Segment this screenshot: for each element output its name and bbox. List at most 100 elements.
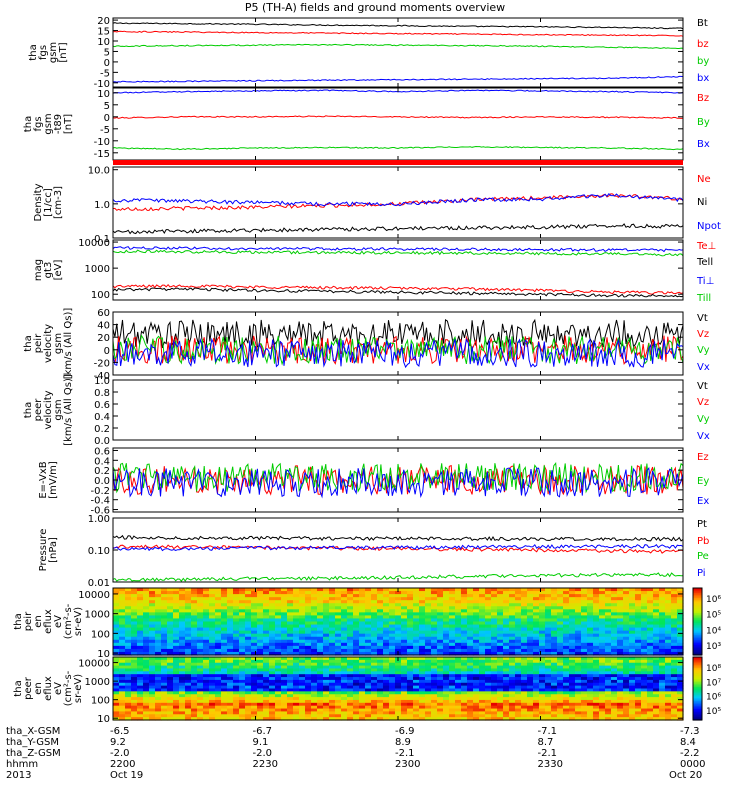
heatmap-cell bbox=[413, 694, 420, 698]
heatmap-cell bbox=[173, 699, 180, 704]
heatmap-cell bbox=[137, 708, 144, 713]
heatmap-cell bbox=[299, 633, 306, 638]
heatmap-cell bbox=[371, 702, 378, 707]
y-axis-label-line: tha bbox=[13, 613, 24, 629]
heatmap-cell bbox=[611, 702, 618, 707]
heatmap-cell bbox=[557, 600, 564, 604]
heatmap-cell bbox=[491, 677, 498, 681]
heatmap-cell bbox=[635, 645, 642, 650]
heatmap-cell bbox=[455, 648, 462, 653]
heatmap-cell bbox=[527, 594, 534, 598]
heatmap-cell bbox=[515, 609, 522, 613]
heatmap-cell bbox=[461, 702, 468, 707]
heatmap-cell bbox=[167, 668, 174, 672]
heatmap-cell bbox=[437, 618, 444, 623]
y-axis-label-line: tha bbox=[28, 44, 39, 60]
heatmap-cell bbox=[353, 671, 360, 675]
heatmap-cell bbox=[659, 705, 666, 710]
heatmap-cell bbox=[509, 711, 516, 715]
heatmap-cell bbox=[449, 711, 456, 715]
heatmap-cell bbox=[167, 594, 174, 598]
heatmap-cell bbox=[371, 597, 378, 601]
heatmap-cell bbox=[359, 600, 366, 604]
heatmap-cell bbox=[539, 597, 546, 601]
heatmap-cell bbox=[197, 694, 204, 698]
heatmap-cell bbox=[533, 705, 540, 710]
heatmap-cell bbox=[515, 702, 522, 707]
time-row-value: -7.1 bbox=[538, 726, 558, 737]
heatmap-cell bbox=[167, 618, 174, 623]
heatmap-cell bbox=[677, 668, 684, 672]
heatmap-cell bbox=[383, 606, 390, 610]
y-axis-label-line: gsm bbox=[53, 399, 64, 420]
heatmap-cell bbox=[353, 603, 360, 607]
heatmap-cell bbox=[467, 674, 474, 678]
heatmap-cell bbox=[113, 691, 120, 695]
heatmap-cell bbox=[161, 714, 168, 718]
heatmap-cell bbox=[299, 662, 306, 667]
heatmap-cell bbox=[233, 645, 240, 650]
heatmap-cell bbox=[149, 630, 156, 635]
heatmap-cell bbox=[545, 657, 552, 661]
heatmap-cell bbox=[467, 606, 474, 610]
heatmap-cell bbox=[215, 651, 222, 656]
heatmap-cell bbox=[263, 708, 270, 713]
heatmap-cell bbox=[647, 618, 654, 623]
heatmap-cell bbox=[335, 671, 342, 675]
heatmap-cell bbox=[119, 615, 126, 620]
heatmap-cell bbox=[419, 674, 426, 678]
heatmap-cell bbox=[281, 671, 288, 675]
heatmap-cell bbox=[611, 711, 618, 715]
colorbar-segment bbox=[693, 697, 702, 701]
heatmap-cell bbox=[545, 597, 552, 601]
heatmap-cell bbox=[671, 645, 678, 650]
heatmap-cell bbox=[425, 651, 432, 656]
heatmap-cell bbox=[173, 717, 180, 721]
heatmap-cell bbox=[263, 630, 270, 635]
heatmap-cell bbox=[599, 702, 606, 707]
heatmap-cell bbox=[155, 612, 162, 617]
heatmap-cell bbox=[533, 688, 540, 692]
heatmap-cell bbox=[371, 671, 378, 675]
heatmap-cell bbox=[269, 633, 276, 638]
heatmap-cell bbox=[197, 621, 204, 626]
colorbar-segment bbox=[693, 691, 702, 694]
heatmap-cell bbox=[563, 691, 570, 695]
heatmap-cell bbox=[335, 642, 342, 647]
heatmap-cell bbox=[593, 657, 600, 661]
heatmap-cell bbox=[461, 648, 468, 653]
heatmap-cell bbox=[359, 633, 366, 638]
heatmap-cell bbox=[485, 677, 492, 681]
heatmap-cell bbox=[587, 677, 594, 681]
heatmap-cell bbox=[455, 668, 462, 672]
y-tick-label: -20 bbox=[94, 358, 110, 369]
heatmap-cell bbox=[299, 657, 306, 661]
heatmap-cell bbox=[221, 674, 228, 678]
heatmap-cell bbox=[653, 685, 660, 690]
heatmap-cell bbox=[347, 597, 354, 601]
heatmap-cell bbox=[551, 630, 558, 635]
heatmap-cell bbox=[239, 603, 246, 607]
heatmap-cell bbox=[419, 657, 426, 661]
heatmap-cell bbox=[407, 694, 414, 698]
heatmap-cell bbox=[455, 642, 462, 647]
heatmap-cell bbox=[413, 685, 420, 690]
heatmap-cell bbox=[191, 679, 198, 684]
heatmap-cell bbox=[377, 627, 384, 632]
heatmap-cell bbox=[239, 685, 246, 690]
heatmap-cell bbox=[407, 624, 414, 629]
colorbar-segment bbox=[693, 614, 702, 618]
heatmap-cell bbox=[425, 697, 432, 701]
heatmap-cell bbox=[191, 688, 198, 692]
heatmap-cell bbox=[335, 651, 342, 656]
heatmap-cell bbox=[569, 697, 576, 701]
heatmap-cell bbox=[317, 708, 324, 713]
heatmap-cell bbox=[341, 627, 348, 632]
y-tick-label: -15 bbox=[94, 149, 110, 160]
heatmap-cell bbox=[533, 606, 540, 610]
heatmap-cell bbox=[275, 630, 282, 635]
heatmap-cell bbox=[653, 627, 660, 632]
heatmap-cell bbox=[179, 648, 186, 653]
heatmap-cell bbox=[341, 668, 348, 672]
heatmap-cell bbox=[149, 597, 156, 601]
